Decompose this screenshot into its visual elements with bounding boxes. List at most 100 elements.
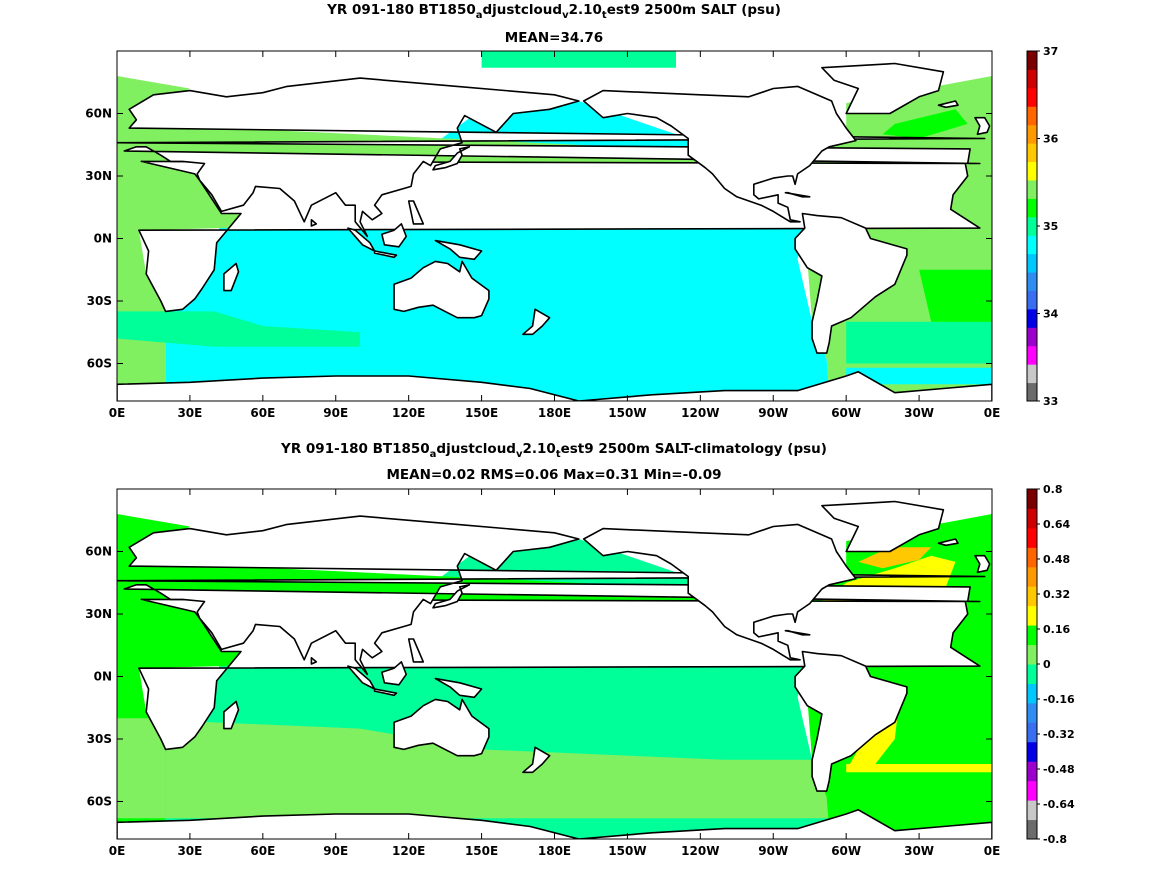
x-tick-label: 30W xyxy=(904,406,934,420)
land-outline-6 xyxy=(117,370,992,401)
colorbar-swatch xyxy=(1027,106,1037,126)
colorbar-label: 33 xyxy=(1043,395,1058,408)
colorbar-label: 0.8 xyxy=(1043,483,1063,496)
panel-1-colorbar: 37 36 35 34 33 xyxy=(1026,45,1059,408)
colorbar-swatch xyxy=(1027,290,1037,310)
colorbar-swatch xyxy=(1027,508,1037,529)
x-tick-label: 120W xyxy=(681,844,719,858)
land-outline-5 xyxy=(821,62,945,115)
colorbar-swatch xyxy=(1027,216,1037,236)
colorbar-swatch xyxy=(1027,722,1037,743)
indian-field xyxy=(165,186,475,401)
panel-2-map: 0E 30E 60E 90E 120E 150E 180E 150W 120W 90W 60W 30W… xyxy=(85,483,1075,858)
y-tick-label: 60S xyxy=(87,795,112,809)
north-atlantic-core-field xyxy=(882,109,968,139)
colorbar-swatch xyxy=(1027,683,1037,704)
x-tick-label: 180E xyxy=(538,844,571,858)
colorbar-swatch xyxy=(1027,51,1037,70)
y-tick-label: 60N xyxy=(85,107,112,121)
colorbar-label: -0.64 xyxy=(1043,798,1075,811)
colorbar-swatch xyxy=(1027,664,1037,684)
colorbar-label: 36 xyxy=(1043,133,1059,146)
colorbar-label: 35 xyxy=(1043,220,1058,233)
land-outline-7 xyxy=(223,262,240,292)
colorbar-swatch xyxy=(1027,69,1037,89)
colorbar-swatch xyxy=(1027,143,1037,163)
panel-1-title-text: YR 091-180 BT1850adjustcloudv2.10test9 2… xyxy=(327,2,781,21)
colorbar-swatch xyxy=(1027,382,1037,402)
colorbar-swatch xyxy=(1027,566,1037,587)
x-tick-label: 120E xyxy=(392,406,425,420)
colorbar-swatch xyxy=(1027,179,1037,199)
colorbar-swatch xyxy=(1027,161,1037,181)
colorbar-swatch xyxy=(1027,800,1037,821)
land-outline-12 xyxy=(434,677,483,699)
land-outline-2 xyxy=(393,260,490,319)
x-tick-label: 60E xyxy=(250,406,275,420)
weddell-field xyxy=(846,367,992,385)
y-tick-label: 0N xyxy=(94,232,112,246)
y-tick-label: 30N xyxy=(85,607,112,621)
colorbar-label: -0.32 xyxy=(1043,728,1075,741)
x-tick-label: 60W xyxy=(831,406,861,420)
x-tick-label: 120E xyxy=(392,844,425,858)
land-outline-11 xyxy=(373,688,398,697)
land-outline-14 xyxy=(974,116,991,136)
land-outline-8 xyxy=(432,146,471,171)
x-tick-label: 120W xyxy=(681,406,719,420)
colorbar-label: -0.8 xyxy=(1043,833,1067,846)
panel-1-map: 0E 30E 60E 90E 120E 150E 180E 150W 120W 90W 60W 30W… xyxy=(85,45,1059,420)
colorbar-label: -0.16 xyxy=(1043,693,1075,706)
colorbar-label: 34 xyxy=(1043,308,1059,321)
land-outline-4 xyxy=(794,650,908,792)
land-outline-3 xyxy=(582,85,857,223)
x-tick-label: 90W xyxy=(758,844,788,858)
labrador-max xyxy=(858,547,932,569)
land-outline-17 xyxy=(407,638,425,663)
colorbar-swatch xyxy=(1027,272,1037,291)
land-outline-16 xyxy=(784,191,811,198)
land-outline-9 xyxy=(381,223,408,248)
colorbar-swatch xyxy=(1027,605,1037,626)
land-outline-9 xyxy=(381,661,408,686)
land-outline-10 xyxy=(347,227,376,252)
y-tick-label: 60S xyxy=(87,357,112,371)
land-outline-12 xyxy=(434,239,483,261)
colorbar-swatch xyxy=(1027,235,1037,255)
land-outline-15 xyxy=(937,538,959,547)
colorbar-swatch xyxy=(1027,741,1037,762)
colorbar-swatch xyxy=(1027,702,1037,723)
colorbar-swatch xyxy=(1027,644,1037,665)
land-outline-17 xyxy=(407,200,425,225)
x-tick-label: 60W xyxy=(831,844,861,858)
panel-2-title: YR 091-180 BT1850adjustcloudv2.10test9 2… xyxy=(116,441,992,461)
south-atlantic-band-field xyxy=(846,321,992,364)
south-atlantic-max xyxy=(846,764,992,773)
colorbar-swatch xyxy=(1027,198,1037,218)
colorbar-label: 0.48 xyxy=(1043,553,1070,566)
colorbar-swatch xyxy=(1027,253,1037,273)
colorbar-label: 0.64 xyxy=(1043,518,1070,531)
southern-anomaly xyxy=(117,718,832,819)
land-outline-3 xyxy=(582,523,857,661)
colorbar-swatch xyxy=(1027,547,1037,568)
colorbar-label: 0 xyxy=(1043,658,1051,671)
colorbar-swatch xyxy=(1027,87,1037,107)
panel-1-title: YR 091-180 BT1850adjustcloudv2.10test9 2… xyxy=(116,2,992,22)
land-outline-16 xyxy=(784,629,811,636)
x-tick-label: 30E xyxy=(177,844,202,858)
x-tick-label: 90W xyxy=(758,406,788,420)
land-outline-4 xyxy=(794,212,908,354)
land-outline-18 xyxy=(310,656,318,665)
x-tick-label: 60E xyxy=(250,844,275,858)
y-tick-label: 30S xyxy=(87,294,112,308)
southern-band-field xyxy=(117,311,361,347)
panel-1-subtitle: MEAN=34.76 xyxy=(504,30,604,46)
x-tick-label: 90E xyxy=(323,406,348,420)
x-tick-label: 0E xyxy=(984,406,1001,420)
colorbar-swatch xyxy=(1027,761,1037,782)
land-outline-11 xyxy=(373,250,398,259)
y-tick-label: 60N xyxy=(85,545,112,559)
arctic-field xyxy=(481,51,676,68)
